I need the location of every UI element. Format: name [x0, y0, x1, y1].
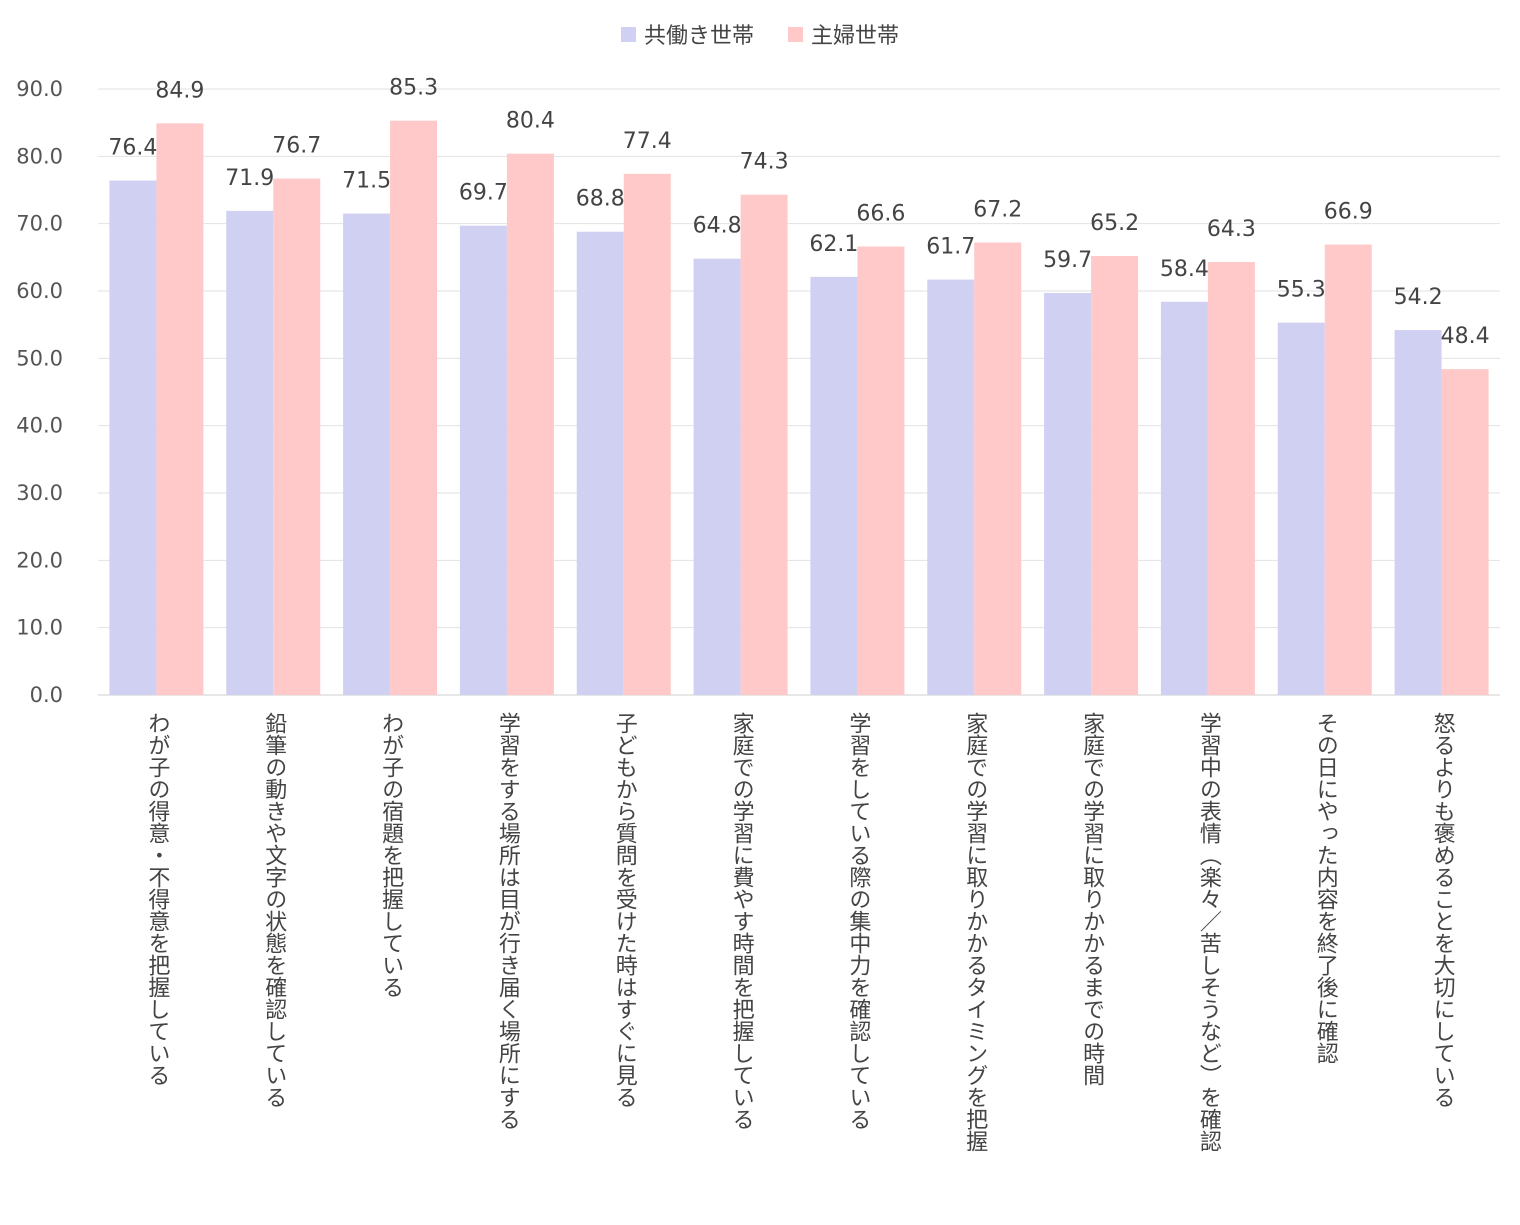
bar-dual-income: [109, 180, 157, 695]
data-label-dual-income: 71.5: [342, 169, 391, 194]
y-tick-label: 10.0: [16, 616, 63, 640]
data-label-dual-income: 71.9: [225, 166, 274, 191]
bar-housewife: [974, 242, 1022, 695]
y-tick-label: 30.0: [16, 481, 63, 505]
category-label: 怒るよりも褒めることを大切にしている: [1429, 712, 1455, 1108]
bar-dual-income: [810, 276, 858, 695]
bar-housewife: [506, 153, 554, 695]
bar-housewife: [1441, 369, 1489, 695]
data-label-housewife: 80.4: [506, 109, 555, 134]
data-label-dual-income: 58.4: [1160, 257, 1209, 282]
bar-dual-income: [1160, 301, 1208, 695]
bar-dual-income: [1277, 322, 1325, 695]
category-label: 学習中の表情（楽々／苦しそうなど）を確認: [1195, 712, 1221, 1152]
data-label-dual-income: 64.8: [693, 214, 742, 239]
data-label-housewife: 77.4: [623, 129, 672, 154]
data-label-housewife: 76.7: [272, 134, 321, 159]
legend: 共働き世帯 主婦世帯: [0, 18, 1520, 50]
data-label-housewife: 66.6: [856, 202, 905, 227]
category-label: わが子の宿題を把握している: [378, 712, 404, 998]
bar-housewife: [740, 194, 788, 696]
bar-housewife: [1091, 255, 1139, 695]
bar-dual-income: [1394, 330, 1442, 695]
bar-housewife: [156, 123, 204, 696]
category-label: 学習をしている際の集中力を確認している: [845, 712, 871, 1130]
data-label-housewife: 65.2: [1090, 211, 1139, 236]
data-label-dual-income: 59.7: [1043, 248, 1092, 273]
y-tick-label: 0.0: [30, 683, 63, 707]
category-label: 家庭での学習に費やす時間を把握している: [728, 712, 754, 1130]
legend-item-dual-income: 共働き世帯: [620, 18, 754, 50]
data-label-dual-income: 55.3: [1277, 278, 1326, 303]
data-label-housewife: 67.2: [973, 198, 1022, 223]
data-label-dual-income: 69.7: [459, 181, 508, 206]
data-label-housewife: 66.9: [1324, 200, 1373, 225]
category-label: 子どもから質問を受けた時はすぐに見る: [611, 712, 637, 1108]
legend-item-housewife: 主婦世帯: [788, 18, 899, 50]
legend-label-housewife: 主婦世帯: [811, 24, 900, 49]
legend-swatch-dual-income: [620, 26, 636, 42]
y-tick-label: 90.0: [16, 77, 63, 101]
category-label: わが子の得意・不得意を把握している: [144, 712, 170, 1086]
y-tick-label: 40.0: [16, 414, 63, 438]
data-label-housewife: 74.3: [740, 150, 789, 175]
data-label-housewife: 85.3: [389, 76, 438, 101]
bar-dual-income: [693, 258, 741, 695]
data-label-dual-income: 62.1: [809, 232, 858, 257]
data-label-housewife: 84.9: [155, 78, 204, 103]
data-label-dual-income: 61.7: [926, 235, 975, 260]
bar-dual-income: [343, 213, 391, 696]
legend-swatch-housewife: [788, 26, 803, 42]
bar-dual-income: [459, 225, 507, 696]
data-label-housewife: 64.3: [1207, 217, 1256, 242]
category-label: 学習をする場所は目が行き届く場所にする: [494, 712, 520, 1130]
y-tick-label: 70.0: [16, 212, 63, 236]
data-label-dual-income: 68.8: [576, 187, 625, 212]
bar-dual-income: [226, 210, 274, 695]
legend-label-dual-income: 共働き世帯: [643, 24, 754, 49]
category-label: 家庭での学習に取りかかるタイミングを把握: [962, 712, 988, 1152]
y-tick-label: 60.0: [16, 279, 63, 303]
bar-housewife: [1207, 262, 1255, 695]
category-label: その日にやった内容を終了後に確認: [1312, 712, 1338, 1064]
y-tick-label: 80.0: [16, 144, 63, 168]
bar-housewife: [273, 178, 321, 695]
bar-dual-income: [1044, 293, 1092, 695]
bar-housewife: [1324, 244, 1372, 696]
bar-dual-income: [576, 231, 624, 695]
data-label-dual-income: 54.2: [1394, 285, 1443, 310]
bar-housewife: [390, 120, 438, 695]
y-tick-label: 20.0: [16, 548, 63, 572]
bar-housewife: [623, 173, 671, 696]
data-label-dual-income: 76.4: [108, 136, 157, 161]
bar-housewife: [857, 246, 905, 695]
category-label: 家庭での学習に取りかかるまでの時間: [1079, 712, 1105, 1086]
y-tick-label: 50.0: [16, 346, 63, 370]
data-label-housewife: 48.4: [1441, 324, 1490, 349]
bar-dual-income: [927, 279, 975, 695]
category-label: 鉛筆の動きや文字の状態を確認している: [261, 712, 287, 1108]
